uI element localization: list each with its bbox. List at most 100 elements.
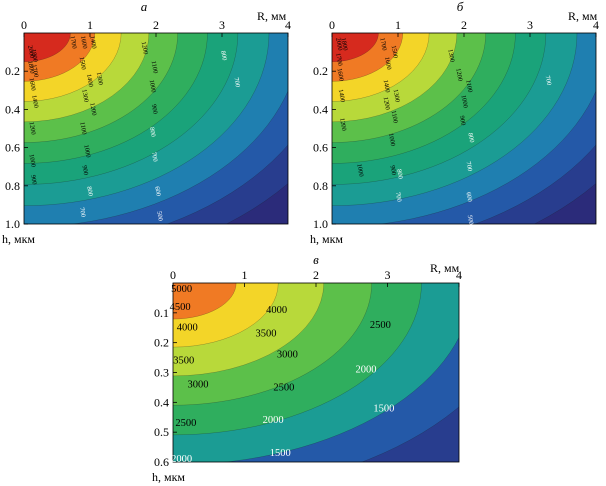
contour-label: 1200 <box>28 121 37 135</box>
contour-label: 600 <box>97 234 106 245</box>
contour-label: 1000 <box>355 163 364 177</box>
contour-label: 1000 <box>28 154 37 168</box>
contour-label: 1800 <box>26 60 35 74</box>
x-tick-label: 2 <box>461 18 467 32</box>
contour-label: 1400 <box>85 73 94 87</box>
contour-label: 1400 <box>382 79 391 93</box>
contour-label: 900 <box>81 165 90 176</box>
panel-b-y-label: h, мкм <box>310 232 343 246</box>
contour-label: 2000 <box>334 37 343 51</box>
contour-label: 1400 <box>337 89 346 103</box>
x-tick-label: 3 <box>527 18 533 32</box>
contour-label: 500 <box>155 211 164 222</box>
contour-label: 800 <box>395 169 404 180</box>
y-tick-label: 0.8 <box>5 179 20 193</box>
contour-label: 900 <box>458 115 467 126</box>
y-tick-label: 0.4 <box>313 102 328 116</box>
contour-label: 900 <box>150 104 159 115</box>
contour-label: 1500 <box>78 56 87 70</box>
contour-label: 1700 <box>30 64 39 78</box>
contour-label: 1200 <box>140 41 149 55</box>
contour-label: 600 <box>464 192 473 203</box>
panel-a-ticks: 0 1 2 3 4 0.2 0.4 0.6 0.8 1.0 <box>5 18 291 231</box>
x-tick-label: 1 <box>87 18 93 32</box>
panel-a-y-label: h, мкм <box>2 232 35 246</box>
panel-b-bands <box>332 33 596 224</box>
contour-label: 600 <box>153 186 162 197</box>
contour-label: 3000 <box>277 350 298 361</box>
y-tick-label: 0.2 <box>313 64 328 78</box>
contour-label: 1500 <box>270 448 291 459</box>
contour-label: 700 <box>394 192 403 203</box>
panel-b-x-label: R, мм <box>568 9 598 23</box>
x-tick-label: 4 <box>456 268 462 282</box>
panel-b-contour-labels: 2000180017001600140012001000170016001500… <box>334 37 552 267</box>
contour-label: 1400 <box>30 94 39 108</box>
contour-label: 1400 <box>88 35 97 49</box>
contour-label: 1300 <box>95 72 104 86</box>
contour-label: 1300 <box>392 89 401 103</box>
panel-a-title: а <box>141 0 148 14</box>
panel-c-bands <box>173 283 459 462</box>
x-tick-label: 3 <box>219 18 225 32</box>
x-tick-label: 0 <box>170 268 176 282</box>
y-tick-label: 0.2 <box>154 336 169 350</box>
contour-label: 1100 <box>390 110 399 124</box>
contour-label: 900 <box>29 174 38 185</box>
panel-c-contour-labels: 5000450040003500300025002000400035003000… <box>170 284 395 465</box>
x-tick-label: 0 <box>329 18 335 32</box>
x-tick-label: 2 <box>153 18 159 32</box>
panel-a: а R, мм h, мкм 0 1 2 3 4 0.2 0.4 0.6 0.8 1.0 2000… <box>2 0 291 246</box>
contour-label: 1600 <box>79 35 88 49</box>
y-tick-label: 0.2 <box>5 64 20 78</box>
panel-b: б R, мм h, мкм 0 1 2 3 4 0.2 0.4 0.6 0.8 1.0 2000… <box>310 0 599 267</box>
contour-label: 800 <box>85 186 94 197</box>
contour-label: 1600 <box>336 68 345 82</box>
contour-label: 1000 <box>460 94 469 108</box>
panel-b-title: б <box>457 0 464 14</box>
contour-label: 700 <box>78 207 87 218</box>
contour-label: 700 <box>150 151 159 162</box>
contour-label: 2000 <box>263 415 284 426</box>
y-tick-label: 0.8 <box>313 179 328 193</box>
contour-label: 1100 <box>78 121 87 135</box>
contour-label: 800 <box>148 127 157 138</box>
contour-label: 2000 <box>356 365 377 376</box>
contour-label: 1000 <box>387 133 396 147</box>
x-tick-label: 4 <box>285 18 291 32</box>
y-tick-label: 1.0 <box>5 217 20 231</box>
y-tick-label: 0.1 <box>154 306 169 320</box>
contour-label: 700 <box>464 161 473 172</box>
contour-label: 1200 <box>454 68 463 82</box>
contour-band <box>24 33 71 62</box>
contour-label: 400 <box>466 257 475 268</box>
contour-label: 1700 <box>378 37 387 51</box>
contour-label: 2500 <box>175 418 196 429</box>
y-tick-label: 0.6 <box>313 141 328 155</box>
contour-label: 1100 <box>150 60 159 74</box>
y-tick-label: 1.0 <box>313 217 328 231</box>
contour-label: 1600 <box>383 56 392 70</box>
panel-c-x-label: R, мм <box>430 261 460 275</box>
x-tick-label: 1 <box>395 18 401 32</box>
panel-a-x-label: R, мм <box>257 9 287 23</box>
contour-label: 1500 <box>390 45 399 59</box>
panel-c-ticks: 0 1 2 3 4 0.1 0.2 0.3 0.4 0.5 0.6 <box>154 268 462 469</box>
y-tick-label: 0.5 <box>154 425 169 439</box>
contour-label: 2000 <box>26 45 35 59</box>
contour-label: 900 <box>389 165 398 176</box>
panel-c: в R, мм h, мкм 0 1 2 3 4 0.1 0.2 0.3 0.4 0.5 0.6 5… <box>152 252 462 484</box>
contour-label: 1700 <box>334 52 343 66</box>
contour-label: 4000 <box>266 305 287 316</box>
y-tick-label: 0.4 <box>154 395 169 409</box>
contour-label: 1200 <box>382 96 391 110</box>
contour-label: 600 <box>412 232 421 243</box>
contour-label: 800 <box>219 50 228 61</box>
contour-label: 5000 <box>171 284 192 295</box>
panel-c-title: в <box>313 252 319 267</box>
contour-label: 1800 <box>339 37 348 51</box>
contour-label: 1300 <box>80 89 89 103</box>
x-tick-label: 4 <box>593 18 599 32</box>
